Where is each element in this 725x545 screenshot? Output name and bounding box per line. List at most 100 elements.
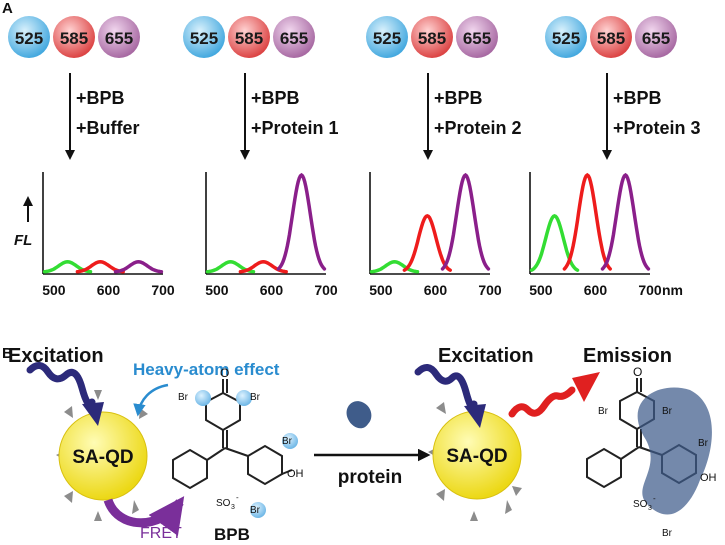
panel-b-label: B [2, 345, 13, 362]
ball-525 [8, 16, 50, 58]
ball-655-label: 655 [642, 29, 670, 48]
ball-525 [183, 16, 225, 58]
ball-585 [53, 16, 95, 58]
heavy-atom-arrow [133, 383, 169, 417]
svg-text:3: 3 [231, 504, 235, 511]
reaction-arrow: protein [314, 401, 431, 488]
svg-text:3: 3 [648, 505, 652, 512]
step-bpb-label: +BPB [613, 88, 662, 108]
ball-655-label: 655 [463, 29, 491, 48]
ball-525-label: 525 [190, 29, 218, 48]
qd-spikes-right [428, 402, 522, 521]
ball-585-label: 585 [418, 29, 446, 48]
qd-label-left: SA-QD [72, 447, 133, 468]
peak-585 [562, 172, 612, 271]
peak-525 [529, 214, 580, 272]
y-axis-label: FL [14, 232, 32, 249]
step-condition-label: +Protein 2 [434, 118, 522, 138]
ball-585-label: 585 [235, 29, 263, 48]
step-condition-label: +Buffer [76, 118, 140, 138]
ball-655 [456, 16, 498, 58]
ball-525 [366, 16, 408, 58]
x-tick-label: 700 [151, 282, 175, 298]
x-tick-label: 500 [369, 282, 393, 298]
excitation-arrowhead-left [82, 402, 104, 426]
peak-585 [75, 260, 125, 274]
ball-655-label: 655 [280, 29, 308, 48]
svg-text:Br: Br [598, 406, 609, 417]
x-tick-label: 500 [205, 282, 229, 298]
peak-655 [113, 260, 164, 274]
peak-585 [402, 214, 452, 272]
panel-a: 525 585 655 +BPB +Buffer 500 600 700 525 585 655 +B… [8, 16, 701, 298]
scene-before: Excitation Heavy-atom effect SA-QD FRET … [8, 345, 304, 544]
svg-text:SO: SO [633, 499, 648, 510]
x-tick-label: 600 [260, 282, 284, 298]
bound-protein [637, 387, 712, 515]
scene-after: Excitation Emission SA-QD [414, 345, 717, 539]
ball-585-label: 585 [60, 29, 88, 48]
peak-655 [600, 172, 651, 271]
ball-585 [411, 16, 453, 58]
x-unit-label: nm [662, 282, 683, 298]
step-bpb-label: +BPB [434, 88, 483, 108]
ball-585 [590, 16, 632, 58]
excitation-arrowhead-right [464, 404, 486, 428]
excitation-wave-right [414, 364, 478, 411]
peak-655 [276, 172, 327, 271]
ball-525 [545, 16, 587, 58]
ball-655 [273, 16, 315, 58]
x-tick-label: 700 [638, 282, 662, 298]
svg-text:Br: Br [250, 505, 261, 516]
atom-labels-right: Br Br Br Br O OH SO 3 - [598, 365, 717, 539]
peak-525 [369, 260, 420, 274]
x-tick-label: 500 [529, 282, 553, 298]
ball-655 [635, 16, 677, 58]
ball-585 [228, 16, 270, 58]
bpb-label: BPB [214, 525, 250, 544]
bromine-atoms-left [195, 390, 298, 518]
condition-group-1: 525 585 655 +BPB +Buffer 500 600 700 [8, 16, 175, 298]
ball-585-label: 585 [597, 29, 625, 48]
protein-label: protein [338, 467, 402, 488]
peak-655 [440, 172, 491, 271]
x-tick-label: 600 [584, 282, 608, 298]
step-bpb-label: +BPB [76, 88, 125, 108]
svg-text:Br: Br [662, 406, 673, 417]
emission-arrowhead [572, 372, 600, 402]
atom-labels-left: Br Br Br Br O OH SO 3 - [178, 366, 304, 516]
svg-text:O: O [220, 366, 229, 380]
emission-wave [508, 386, 576, 418]
qd-label-right: SA-QD [446, 446, 507, 467]
excitation-wave-left [26, 362, 96, 408]
svg-text:O: O [633, 365, 642, 379]
fret-label: FRET [140, 525, 182, 542]
ball-655 [98, 16, 140, 58]
x-tick-label: 700 [478, 282, 502, 298]
x-tick-label: 600 [424, 282, 448, 298]
svg-text:-: - [236, 493, 239, 502]
heavy-atom-label: Heavy-atom effect [133, 360, 280, 379]
svg-text:Br: Br [282, 436, 293, 447]
svg-text:Br: Br [662, 528, 673, 539]
ball-525-label: 525 [552, 29, 580, 48]
svg-text:OH: OH [700, 472, 717, 484]
ball-525-label: 525 [15, 29, 43, 48]
condition-group-4: 525 585 655 +BPB +Protein 3 500 600 700 nm [529, 16, 701, 298]
svg-text:SO: SO [216, 498, 231, 509]
svg-text:Br: Br [178, 392, 189, 403]
fret-arrow [103, 496, 185, 536]
ball-525-label: 525 [373, 29, 401, 48]
svg-text:-: - [653, 494, 656, 503]
condition-group-2: 525 585 655 +BPB +Protein 1 500 600 700 [183, 16, 339, 298]
svg-text:Br: Br [250, 392, 261, 403]
ball-655-label: 655 [105, 29, 133, 48]
condition-group-3: 525 585 655 +BPB +Protein 2 500 600 700 [366, 16, 522, 298]
panel-a-label: A [2, 0, 13, 17]
bpb-molecule [172, 379, 293, 490]
emission-label: Emission [583, 345, 672, 367]
step-condition-label: +Protein 1 [251, 118, 339, 138]
x-tick-label: 700 [314, 282, 338, 298]
excitation-left-label: Excitation [8, 345, 104, 367]
